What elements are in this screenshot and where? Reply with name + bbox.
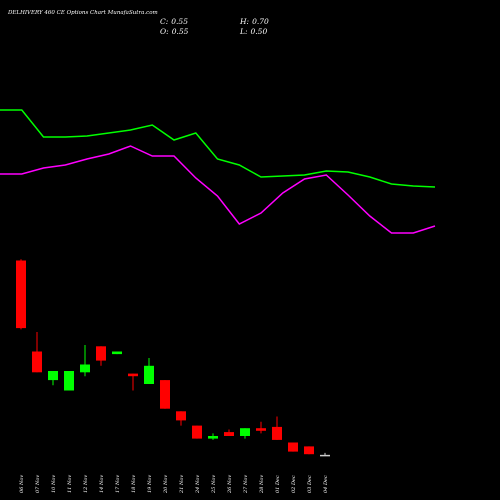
x-tick-label: 26 Nov [227,475,233,494]
candle-body [16,260,26,329]
candle-body [256,428,266,431]
x-tick-label: 18 Nov [131,475,137,493]
candle-body [272,426,282,440]
candle-body [64,371,74,391]
ohlc-label: H: 0.70 [239,17,269,26]
x-tick-label: 07 Nov [35,475,41,493]
x-tick-label: 01 Dec [275,475,281,493]
ohlc-name: H: [239,17,250,26]
x-tick-label: 06 Nov [19,475,25,493]
ohlc-name: O: [160,27,169,36]
ohlc-label: L: 0.50 [239,27,267,36]
x-tick-label: 03 Dec [307,475,313,493]
candle-body [96,346,106,361]
x-tick-label: 14 Nov [99,475,105,493]
candle-body [208,436,218,439]
ohlc-label: O: 0.55 [160,27,189,36]
ohlc-value: 0.55 [171,17,188,26]
candle-body [176,411,186,421]
candle-body [112,351,122,355]
x-tick-label: 17 Nov [115,475,121,493]
x-tick-label: 21 Nov [179,475,185,494]
x-tick-label: 20 Nov [163,475,169,494]
ohlc-value: 0.55 [172,27,189,36]
x-tick-label: 25 Nov [211,475,217,494]
candle-body [32,351,42,373]
x-tick-label: 02 Dec [291,475,297,493]
candle-body [224,432,234,436]
candle-body [304,446,314,455]
candle-body [80,364,90,373]
x-tick-label: 12 Nov [83,475,89,493]
candle-body [320,454,330,457]
chart-title: DELHIVERY 460 CE Options Chart MunafaSut… [7,10,158,16]
candle-body [192,425,202,439]
x-tick-label: 19 Nov [147,475,153,493]
x-tick-label: 10 Nov [51,475,57,493]
candle-body [160,380,170,409]
ma-line [0,109,436,188]
candle-body [128,373,138,377]
x-tick-label: 28 Nov [259,475,265,494]
x-tick-label: 24 Nov [195,475,201,494]
ohlc-label: C: 0.55 [160,17,188,26]
candle-body [144,365,154,384]
candle-body [48,371,58,381]
ohlc-name: L: [239,27,248,36]
ma-line [0,145,436,234]
candle-body [288,442,298,452]
ohlc-value: 0.70 [252,17,269,26]
x-tick-label: 11 Nov [67,475,73,493]
x-tick-label: 27 Nov [243,475,249,494]
candle-body [240,428,250,436]
ohlc-name: C: [160,17,169,26]
ohlc-value: 0.50 [251,27,268,36]
x-tick-label: 04 Dec [323,475,329,493]
